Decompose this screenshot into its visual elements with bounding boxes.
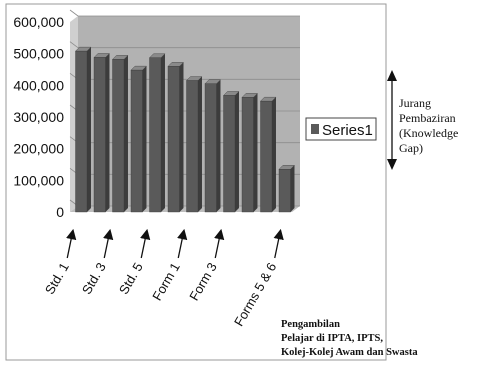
bar-side bbox=[105, 53, 110, 212]
gap-note-line: Gap) bbox=[399, 141, 423, 155]
bar bbox=[75, 50, 88, 213]
legend: Series1 bbox=[305, 117, 377, 141]
arrow-up bbox=[214, 228, 225, 259]
bar-side bbox=[86, 47, 91, 213]
bar bbox=[223, 95, 236, 213]
bar bbox=[186, 80, 199, 213]
gap-note-line: Jurang bbox=[399, 96, 431, 110]
bar bbox=[93, 57, 106, 213]
legend-swatch bbox=[311, 124, 319, 134]
y-tick-label: 200,000 bbox=[13, 141, 64, 157]
bar-side bbox=[142, 66, 147, 212]
arrow-up bbox=[273, 228, 284, 259]
bar-side bbox=[271, 97, 276, 212]
bar bbox=[241, 97, 254, 213]
gap-note-line: Pembaziran bbox=[399, 111, 456, 125]
gap-double-arrow bbox=[387, 70, 397, 170]
bar-side bbox=[290, 165, 295, 212]
knowledge-gap-note: Jurang Pembaziran (Knowledge Gap) bbox=[399, 96, 481, 156]
gridline bbox=[69, 41, 79, 48]
y-tick-label: 600,000 bbox=[13, 14, 64, 30]
bar-side bbox=[123, 55, 128, 212]
legend-box bbox=[305, 117, 377, 141]
y-tick-label: 0 bbox=[56, 204, 64, 220]
caption-line: Pengambilan bbox=[281, 319, 340, 330]
bar bbox=[112, 59, 125, 213]
bar bbox=[130, 69, 143, 213]
category-arrows bbox=[66, 228, 284, 259]
bar bbox=[167, 66, 180, 213]
bar-side bbox=[197, 76, 202, 212]
bar-side bbox=[253, 93, 258, 212]
gap-note-line: (Knowledge bbox=[399, 126, 459, 140]
bars bbox=[75, 46, 295, 213]
y-axis-ticks: 0 100,000 200,000 300,000 400,000 500,000 600,… bbox=[13, 14, 64, 220]
bar-side bbox=[234, 91, 239, 212]
legend-label: Series1 bbox=[322, 122, 373, 139]
intake-caption: Pengambilan Pelajar di IPTA, IPTS, Kolej… bbox=[281, 318, 481, 360]
y-tick-label: 300,000 bbox=[13, 109, 64, 125]
arrow-up bbox=[66, 228, 77, 259]
bar bbox=[260, 100, 273, 213]
arrow-up bbox=[177, 228, 188, 259]
bar bbox=[149, 57, 162, 213]
arrow-up bbox=[103, 228, 114, 259]
bar bbox=[278, 169, 291, 213]
caption-line: Pelajar di IPTA, IPTS, bbox=[281, 333, 383, 344]
bar-side bbox=[179, 62, 184, 213]
bar bbox=[204, 83, 217, 213]
arrow-up bbox=[140, 228, 151, 259]
bar-side bbox=[160, 53, 165, 213]
gridline bbox=[69, 9, 79, 17]
y-tick-label: 500,000 bbox=[13, 46, 64, 62]
y-tick-label: 100,000 bbox=[13, 172, 64, 188]
bar-side bbox=[216, 79, 221, 212]
caption-line: Kolej-Kolej Awam dan Swasta bbox=[281, 347, 418, 358]
y-tick-label: 400,000 bbox=[13, 77, 64, 93]
